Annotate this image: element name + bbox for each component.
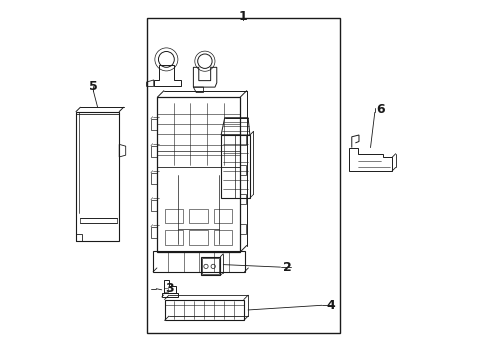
Bar [164,230,183,245]
Text: 4: 4 [326,299,335,312]
Bar [151,227,157,238]
Bar [151,146,157,157]
Bar [164,300,244,320]
Bar [157,97,240,252]
Bar [202,258,218,274]
Bar [189,230,207,245]
Bar [240,135,245,145]
Bar [151,200,157,211]
Text: 1: 1 [238,10,246,23]
Text: 5: 5 [89,80,98,93]
Text: 3: 3 [165,282,174,295]
Bar [153,251,244,272]
Bar [76,234,81,241]
Text: 2: 2 [282,261,291,274]
Bar [221,135,249,198]
Text: 6: 6 [375,103,384,116]
Bar [76,112,119,241]
Bar [214,209,232,223]
Bar [214,230,232,245]
Bar [240,165,245,175]
Bar [151,119,157,130]
Bar [240,224,245,234]
Bar [200,257,220,275]
Bar [80,218,117,223]
Bar [240,194,245,204]
Bar [164,209,183,223]
Bar [151,173,157,184]
Bar [147,18,339,333]
Bar [164,288,167,292]
Bar [189,209,207,223]
